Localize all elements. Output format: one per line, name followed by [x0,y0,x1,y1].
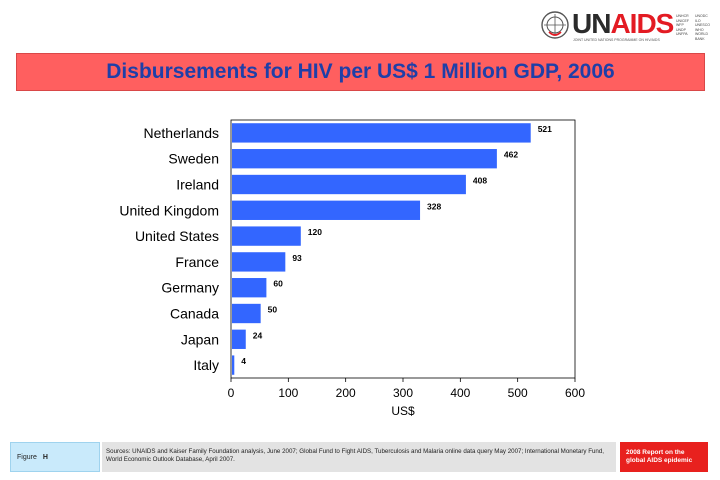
value-label: 24 [253,330,263,340]
value-label: 328 [427,201,441,211]
x-tick-label: 600 [565,386,585,400]
bar-ireland [232,174,466,195]
bar-chart: Netherlands Sweden Ireland United Kingdom Un… [119,119,585,418]
cosponsor-2: WFP [676,23,684,28]
category-label: Canada [170,306,219,322]
value-label: 521 [538,124,552,134]
cosponsor-3: WHO [695,27,704,32]
title-bar: Disbursements for HIV per US$ 1 Million … [16,53,705,91]
value-label: 93 [292,253,302,263]
cosponsor-1: UNICEF [676,18,690,23]
bar-netherlands [232,123,531,143]
report-line2: global AIDS epidemic [626,457,693,464]
cosponsor-3: UNDP [676,27,686,32]
category-label: Sweden [168,151,219,167]
cosponsor-1: ILO [695,18,701,23]
value-label: 408 [473,176,487,186]
footer: Figure H Sources: UNAIDS and Kaiser Fami… [10,442,710,472]
x-tick-label: 200 [336,386,356,400]
bar-canada [232,303,261,324]
unaids-logo: UNAIDS JOINT UNITED NATIONS PROGRAMME ON… [540,8,712,44]
cosponsor-0: UNODC [695,14,708,18]
cosponsor-4: UNFPA [676,32,688,37]
cosponsor-2: UNESCO [695,23,710,28]
figure-number: H [42,453,48,461]
value-label: 120 [308,227,322,237]
cosponsors-col1: UNHCR UNICEF WFP UNDP UNFPA [676,14,689,37]
category-label: Ireland [176,177,219,193]
bar-germany [232,278,267,298]
x-tick-label: 400 [450,386,470,400]
figure-box: Figure H [10,442,100,472]
category-label: Japan [181,331,219,347]
value-label: 4 [241,356,246,366]
value-label: 50 [268,305,278,315]
un-emblem-icon [541,11,569,39]
chart-title: Disbursements for HIV per US$ 1 Million … [106,60,615,83]
category-label: United Kingdom [119,202,219,218]
cosponsor-0: UNHCR [676,14,689,18]
x-tick-label: 300 [393,386,413,400]
x-axis-label: US$ [391,404,415,418]
bar-united-kingdom [232,200,421,220]
category-label: United States [135,228,219,244]
category-label: France [175,254,219,270]
cosponsor-4: WORLD BANK [695,32,709,41]
bar-united-states [232,226,301,246]
report-line1: 2008 Report on the [626,449,685,456]
category-label: Netherlands [144,125,220,141]
logo-tagline: JOINT UNITED NATIONS PROGRAMME ON HIV/AI… [573,38,660,42]
report-badge: 2008 Report on the global AIDS epidemic [620,442,708,472]
x-tick-label: 0 [228,386,235,400]
bar-japan [232,329,246,349]
value-label: 462 [504,150,518,160]
logo-wordmark: UNAIDS [572,8,674,39]
figure-label: Figure [17,453,37,461]
x-tick-label: 500 [508,386,528,400]
cosponsors-col2: UNODC ILO UNESCO WHO WORLD BANK [695,14,712,42]
bar-italy [232,355,235,375]
sources-text: Sources: UNAIDS and Kaiser Family Founda… [102,442,616,472]
x-tick-label: 100 [278,386,298,400]
category-label: Italy [193,357,219,373]
value-label: 60 [273,279,283,289]
bar-sweden [232,149,497,169]
category-label: Germany [161,280,219,296]
bar-france [232,252,286,272]
